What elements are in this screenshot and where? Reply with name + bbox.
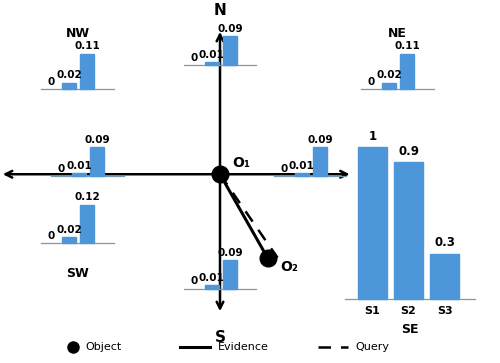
- Text: 0.02: 0.02: [56, 70, 82, 80]
- Bar: [62, 82, 76, 89]
- Text: Query: Query: [355, 342, 389, 352]
- Text: 0.9: 0.9: [398, 145, 419, 158]
- Bar: [204, 62, 218, 65]
- Text: NE: NE: [388, 27, 407, 40]
- Text: S1: S1: [364, 306, 380, 316]
- Text: 0.01: 0.01: [199, 273, 224, 283]
- Text: 0: 0: [190, 53, 198, 63]
- Text: S: S: [214, 330, 226, 345]
- Text: O₁: O₁: [232, 156, 250, 170]
- Bar: [222, 260, 237, 289]
- Text: O₂: O₂: [280, 260, 298, 274]
- Bar: [294, 173, 308, 176]
- Text: 1: 1: [368, 130, 376, 143]
- Text: 0: 0: [190, 276, 198, 286]
- Text: S2: S2: [400, 306, 416, 316]
- Text: 0.01: 0.01: [289, 161, 314, 171]
- Bar: [80, 54, 94, 89]
- Text: 0.01: 0.01: [66, 161, 92, 171]
- Text: 0.12: 0.12: [74, 192, 101, 203]
- Text: 0: 0: [48, 77, 55, 87]
- Bar: [312, 147, 327, 176]
- Bar: [90, 147, 104, 176]
- Bar: [204, 285, 218, 289]
- Bar: [430, 254, 460, 299]
- Text: 0.02: 0.02: [376, 70, 402, 80]
- Text: 0: 0: [58, 164, 65, 174]
- Text: 0.11: 0.11: [74, 41, 101, 52]
- Bar: [62, 237, 76, 243]
- Text: Evidence: Evidence: [218, 342, 268, 352]
- Text: 0.09: 0.09: [217, 248, 243, 257]
- Text: NW: NW: [66, 27, 90, 40]
- Bar: [382, 82, 396, 89]
- Text: SW: SW: [66, 267, 89, 280]
- Text: 0.3: 0.3: [434, 236, 455, 249]
- Bar: [80, 205, 94, 243]
- Bar: [358, 147, 387, 299]
- Text: 0: 0: [280, 164, 287, 174]
- Bar: [72, 173, 86, 176]
- Text: 0.11: 0.11: [394, 41, 420, 52]
- Text: 0.09: 0.09: [217, 24, 243, 34]
- Text: 0.09: 0.09: [84, 135, 110, 145]
- Text: 0.01: 0.01: [199, 50, 224, 60]
- Text: Object: Object: [85, 342, 121, 352]
- Text: SE: SE: [401, 323, 419, 336]
- Bar: [400, 54, 414, 89]
- Text: N: N: [214, 3, 226, 18]
- Bar: [222, 36, 237, 65]
- Text: 0: 0: [368, 77, 375, 87]
- Text: 0.09: 0.09: [307, 135, 333, 145]
- Text: 0: 0: [48, 231, 55, 241]
- Bar: [394, 162, 424, 299]
- Text: 0.02: 0.02: [56, 225, 82, 234]
- Text: E: E: [358, 167, 368, 182]
- Text: S3: S3: [437, 306, 452, 316]
